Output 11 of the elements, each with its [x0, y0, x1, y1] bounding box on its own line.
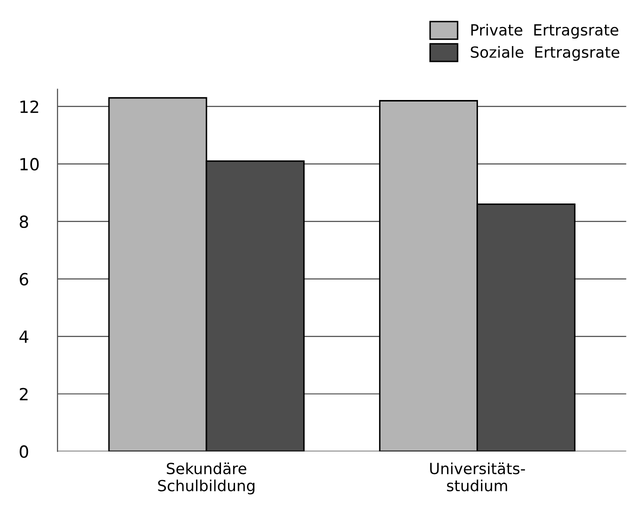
legend-label: Private Ertragsrate [471, 24, 618, 39]
y-tick-label: 6 [20, 272, 28, 286]
y-tick-label: 8 [20, 215, 28, 228]
y-tick-label: 10 [20, 158, 39, 171]
x-tick-label: Sekundäre Schulbildung [158, 462, 254, 494]
legend-label: Soziale Ertragsrate [470, 46, 620, 61]
y-tick-label: 12 [20, 100, 38, 113]
y-tick-label: 0 [20, 445, 28, 458]
x-tick-label: Universitäts- studium [430, 462, 525, 492]
y-tick-label: 2 [20, 388, 28, 400]
y-tick-label: 4 [19, 330, 28, 343]
